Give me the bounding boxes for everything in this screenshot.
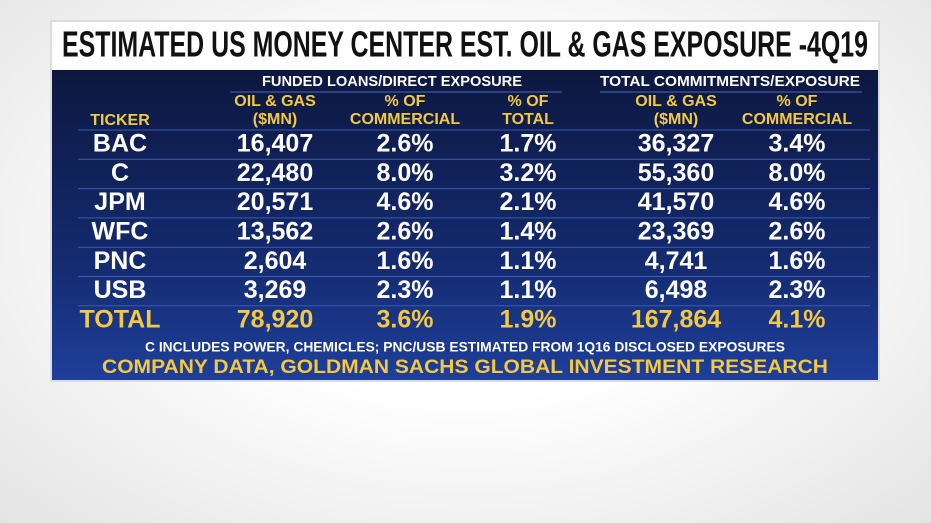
cell: 22,480 xyxy=(237,159,313,187)
column-header: COMMERCIAL xyxy=(742,111,852,128)
cell: 41,570 xyxy=(638,188,714,216)
total-cell: 4.1% xyxy=(769,305,826,333)
cell: 16,407 xyxy=(237,130,313,158)
column-header: TOTAL xyxy=(502,111,554,128)
cell: 4.6% xyxy=(377,188,434,216)
cell: 2,604 xyxy=(244,247,307,275)
title: ESTIMATED US MONEY CENTER EST. OIL & GAS… xyxy=(62,24,868,65)
cell: 1.6% xyxy=(377,247,434,275)
cell: 2.3% xyxy=(377,276,434,304)
group-header: FUNDED LOANS/DIRECT EXPOSURE xyxy=(262,73,522,90)
total-cell: 167,864 xyxy=(631,305,721,333)
column-header: ($MN) xyxy=(654,111,698,128)
cell: 1.6% xyxy=(769,247,826,275)
cell: 1.7% xyxy=(500,130,557,158)
cell: 2.6% xyxy=(377,218,434,246)
total-cell: 3.6% xyxy=(377,305,434,333)
cell: BAC xyxy=(93,130,147,158)
cell: 8.0% xyxy=(769,159,826,187)
cell: JPM xyxy=(94,188,145,216)
column-header: TICKER xyxy=(90,112,150,129)
cell: 1.4% xyxy=(500,218,557,246)
footnote: C INCLUDES POWER, CHEMICLES; PNC/USB EST… xyxy=(145,339,785,355)
source: COMPANY DATA, GOLDMAN SACHS GLOBAL INVES… xyxy=(102,357,828,378)
cell: C xyxy=(111,159,129,187)
total-cell: 78,920 xyxy=(237,305,313,333)
cell: 3,269 xyxy=(244,276,307,304)
total-cell: TOTAL xyxy=(79,305,160,333)
column-header: % OF xyxy=(385,93,426,110)
cell: 23,369 xyxy=(638,218,714,246)
group-header: TOTAL COMMITMENTS/EXPOSURE xyxy=(600,73,860,90)
cell: 13,562 xyxy=(237,218,313,246)
column-header: OIL & GAS xyxy=(234,93,316,110)
cell: PNC xyxy=(94,247,147,275)
cell: WFC xyxy=(92,218,149,246)
cell: 20,571 xyxy=(237,188,314,216)
cell: USB xyxy=(94,276,147,304)
total-cell: 1.9% xyxy=(500,305,557,333)
cell: 36,327 xyxy=(638,130,714,158)
cell: 3.2% xyxy=(500,159,557,187)
column-header: ($MN) xyxy=(253,111,297,128)
cell: 2.6% xyxy=(769,218,826,246)
cell: 2.6% xyxy=(377,130,434,158)
title-bar xyxy=(52,22,878,70)
cell: 8.0% xyxy=(377,159,434,187)
cell: 4.6% xyxy=(769,188,826,216)
cell: 2.1% xyxy=(500,188,557,216)
cell: 1.1% xyxy=(500,276,557,304)
cell: 55,360 xyxy=(638,159,714,187)
cell: 3.4% xyxy=(769,130,826,158)
column-header: OIL & GAS xyxy=(635,93,717,110)
cell: 4,741 xyxy=(645,247,708,275)
column-header: % OF xyxy=(508,93,549,110)
cell: 1.1% xyxy=(500,247,557,275)
column-header: % OF xyxy=(777,93,818,110)
cell: 2.3% xyxy=(769,276,826,304)
cell: 6,498 xyxy=(645,276,708,304)
column-header: COMMERCIAL xyxy=(350,111,460,128)
table-panel xyxy=(52,70,878,380)
